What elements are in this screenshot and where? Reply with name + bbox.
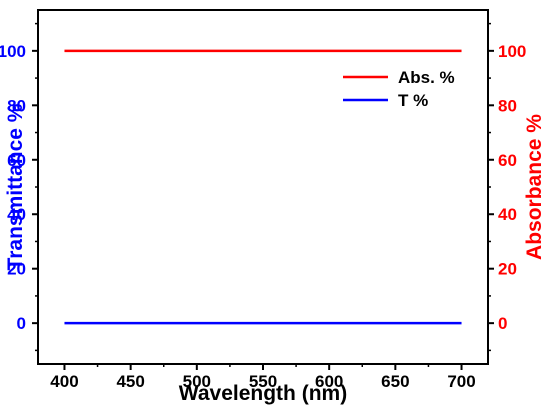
- y-left-axis-ticks: 0 20 40 60 80 100: [0, 22, 38, 352]
- y-right-tick-label: 0: [498, 314, 507, 333]
- y-left-tick-label: 40: [7, 205, 26, 224]
- legend-label-t: T %: [398, 91, 428, 110]
- x-tick-label: 700: [447, 372, 475, 391]
- y-right-tick-label: 60: [498, 151, 517, 170]
- y-right-axis-ticks: 0 20 40 60 80 100: [488, 22, 526, 352]
- y-right-tick-label: 80: [498, 96, 517, 115]
- x-tick-label: 550: [249, 372, 277, 391]
- legend-label-abs: Abs. %: [398, 68, 455, 87]
- x-tick-label: 450: [116, 372, 144, 391]
- x-tick-label: 650: [381, 372, 409, 391]
- legend: Abs. % T %: [343, 68, 455, 110]
- y-right-tick-label: 100: [498, 42, 526, 61]
- x-tick-label: 500: [183, 372, 211, 391]
- x-tick-label: 400: [50, 372, 78, 391]
- y-left-tick-label: 100: [0, 42, 26, 61]
- series-lines: [64, 49, 462, 325]
- y-left-tick-label: 20: [7, 260, 26, 279]
- x-axis-title: Wavelength (nm): [179, 382, 347, 405]
- plot-area-frame: [37, 9, 489, 365]
- x-tick-label: 600: [315, 372, 343, 391]
- y-right-tick-label: 40: [498, 205, 517, 224]
- y-right-axis-title: Absorbance %: [523, 114, 546, 260]
- y-left-axis-title: Transmittance %: [4, 103, 27, 270]
- y-left-tick-label: 0: [17, 314, 26, 333]
- y-right-tick-label: 20: [498, 260, 517, 279]
- y-left-tick-label: 60: [7, 151, 26, 170]
- x-axis-ticks: 400 450 500 550 600 650 700: [50, 364, 476, 391]
- y-left-tick-label: 80: [7, 96, 26, 115]
